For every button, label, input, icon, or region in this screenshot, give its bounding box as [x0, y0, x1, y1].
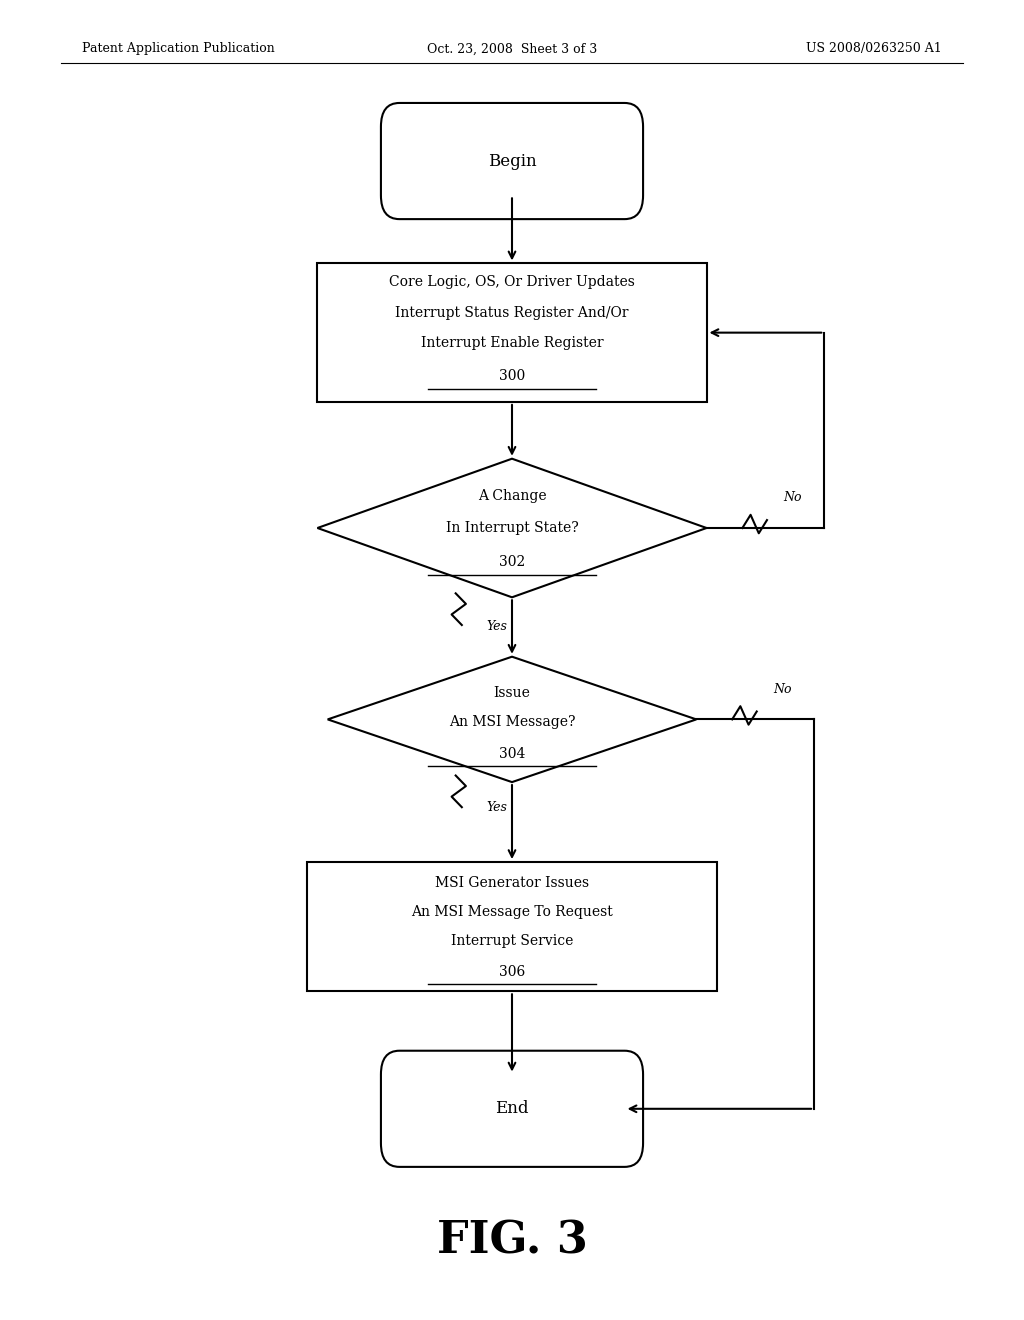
Text: An MSI Message?: An MSI Message?	[449, 715, 575, 729]
Text: A Change: A Change	[477, 490, 547, 503]
Text: Patent Application Publication: Patent Application Publication	[82, 42, 274, 55]
Text: In Interrupt State?: In Interrupt State?	[445, 521, 579, 535]
Text: MSI Generator Issues: MSI Generator Issues	[435, 876, 589, 890]
Text: End: End	[496, 1101, 528, 1117]
Text: 304: 304	[499, 747, 525, 760]
Bar	[307, 862, 717, 991]
Text: No: No	[783, 491, 802, 504]
Text: Begin: Begin	[487, 153, 537, 169]
Text: Interrupt Service: Interrupt Service	[451, 935, 573, 948]
FancyBboxPatch shape	[381, 103, 643, 219]
FancyBboxPatch shape	[381, 1051, 643, 1167]
Text: An MSI Message To Request: An MSI Message To Request	[411, 906, 613, 919]
Text: Oct. 23, 2008  Sheet 3 of 3: Oct. 23, 2008 Sheet 3 of 3	[427, 42, 597, 55]
Polygon shape	[317, 459, 707, 597]
Text: Yes: Yes	[486, 620, 507, 632]
Text: US 2008/0263250 A1: US 2008/0263250 A1	[806, 42, 942, 55]
Text: 302: 302	[499, 556, 525, 569]
Text: No: No	[773, 682, 792, 696]
Text: Yes: Yes	[486, 800, 507, 813]
Text: 300: 300	[499, 370, 525, 383]
Bar	[317, 263, 707, 401]
Text: Interrupt Enable Register: Interrupt Enable Register	[421, 337, 603, 350]
Text: FIG. 3: FIG. 3	[436, 1220, 588, 1262]
Polygon shape	[328, 656, 696, 781]
Text: Core Logic, OS, Or Driver Updates: Core Logic, OS, Or Driver Updates	[389, 276, 635, 289]
Text: Issue: Issue	[494, 686, 530, 700]
Text: Interrupt Status Register And/Or: Interrupt Status Register And/Or	[395, 306, 629, 319]
Text: 306: 306	[499, 965, 525, 978]
